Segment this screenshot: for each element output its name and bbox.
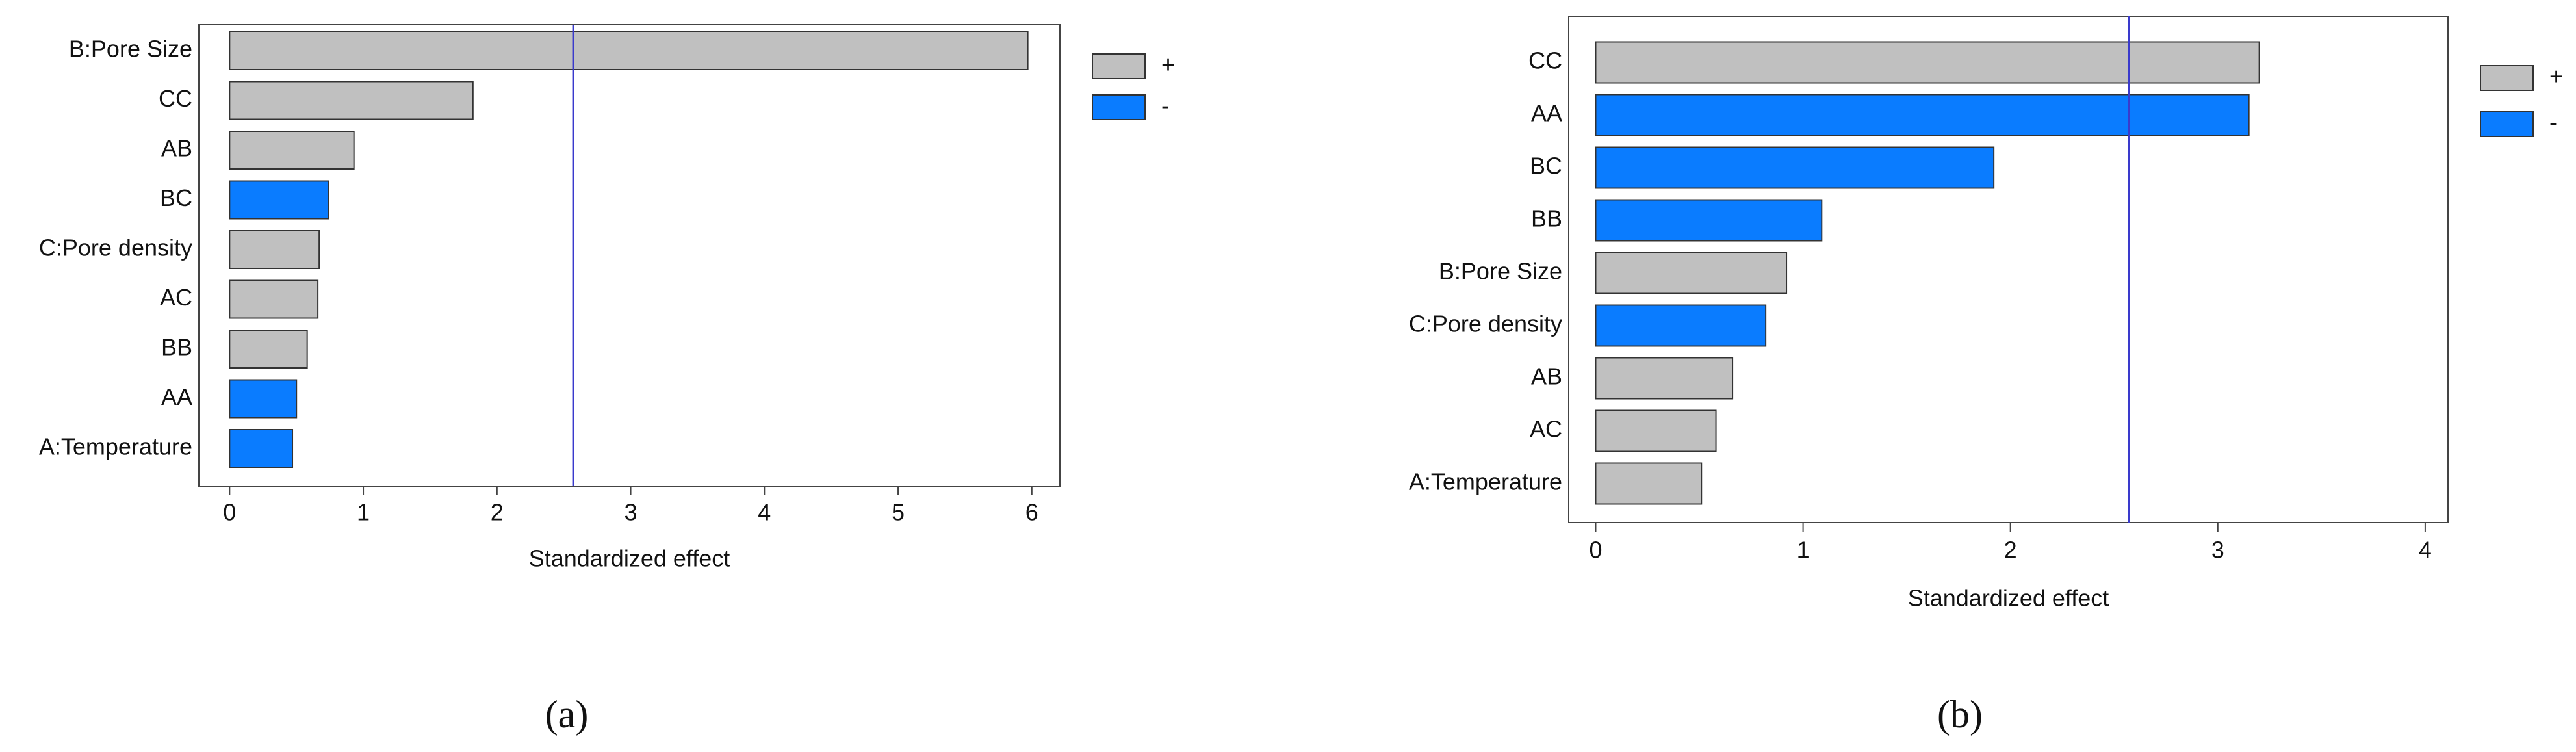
bar [229, 379, 298, 419]
category-label: C:Pore density [39, 235, 192, 261]
legend-swatch [2480, 65, 2534, 91]
bar [1595, 94, 2250, 136]
x-tick-label: 0 [1589, 537, 1602, 564]
bar [229, 180, 329, 220]
category-label: A:Temperature [1409, 469, 1562, 495]
legend-label: - [2549, 109, 2557, 136]
category-label: C:Pore density [1409, 311, 1562, 337]
category-label: B:Pore Size [1439, 258, 1562, 285]
legend-swatch [1092, 53, 1146, 79]
category-label: AA [1531, 100, 1562, 127]
x-tick-label: 1 [1797, 537, 1810, 564]
bar [1595, 462, 1703, 505]
x-tick-label: 2 [2004, 537, 2017, 564]
category-label: AC [1530, 416, 1562, 443]
x-tick-label: 6 [1025, 499, 1038, 526]
plot-frame [198, 24, 1061, 487]
legend-swatch [1092, 94, 1146, 120]
category-label: BB [161, 334, 192, 361]
bar [1595, 41, 2260, 84]
category-label: B:Pore Size [69, 36, 192, 62]
category-label: AB [1531, 363, 1562, 390]
bar [229, 131, 355, 170]
category-label: CC [159, 85, 192, 112]
x-tick-label: 2 [491, 499, 504, 526]
category-label: BB [1531, 205, 1562, 232]
x-axis-label: Standardized effect [1908, 585, 2109, 612]
category-label: BC [1530, 153, 1562, 179]
legend-swatch [2480, 111, 2534, 137]
bar [229, 230, 320, 269]
x-tick-label: 4 [758, 499, 771, 526]
category-label: BC [160, 185, 192, 211]
category-label: AA [161, 383, 192, 410]
x-tick-label: 4 [2419, 537, 2432, 564]
bar [229, 429, 294, 468]
x-axis-label: Standardized effect [529, 545, 730, 572]
bar [1595, 146, 1995, 189]
bar [1595, 357, 1734, 400]
bar [229, 330, 308, 369]
x-tick-label: 1 [357, 499, 370, 526]
caption: (a) [545, 693, 589, 736]
x-tick-label: 3 [2211, 537, 2224, 564]
bar [229, 279, 319, 319]
x-tick-label: 3 [625, 499, 638, 526]
caption: (b) [1937, 693, 1983, 736]
category-label: AC [160, 284, 192, 311]
bar [229, 81, 474, 120]
category-label: A:Temperature [39, 434, 192, 460]
bar [229, 31, 1029, 70]
legend-label: + [1161, 51, 1175, 78]
plot-frame [1568, 16, 2449, 523]
legend-label: - [1161, 92, 1169, 119]
bar [1595, 409, 1717, 452]
legend-label: + [2549, 63, 2563, 90]
bar [1595, 199, 1823, 242]
x-tick-label: 5 [892, 499, 905, 526]
category-label: CC [1528, 47, 1562, 74]
category-label: AB [161, 135, 192, 162]
bar [1595, 304, 1767, 347]
x-tick-label: 0 [223, 499, 236, 526]
bar [1595, 252, 1788, 294]
